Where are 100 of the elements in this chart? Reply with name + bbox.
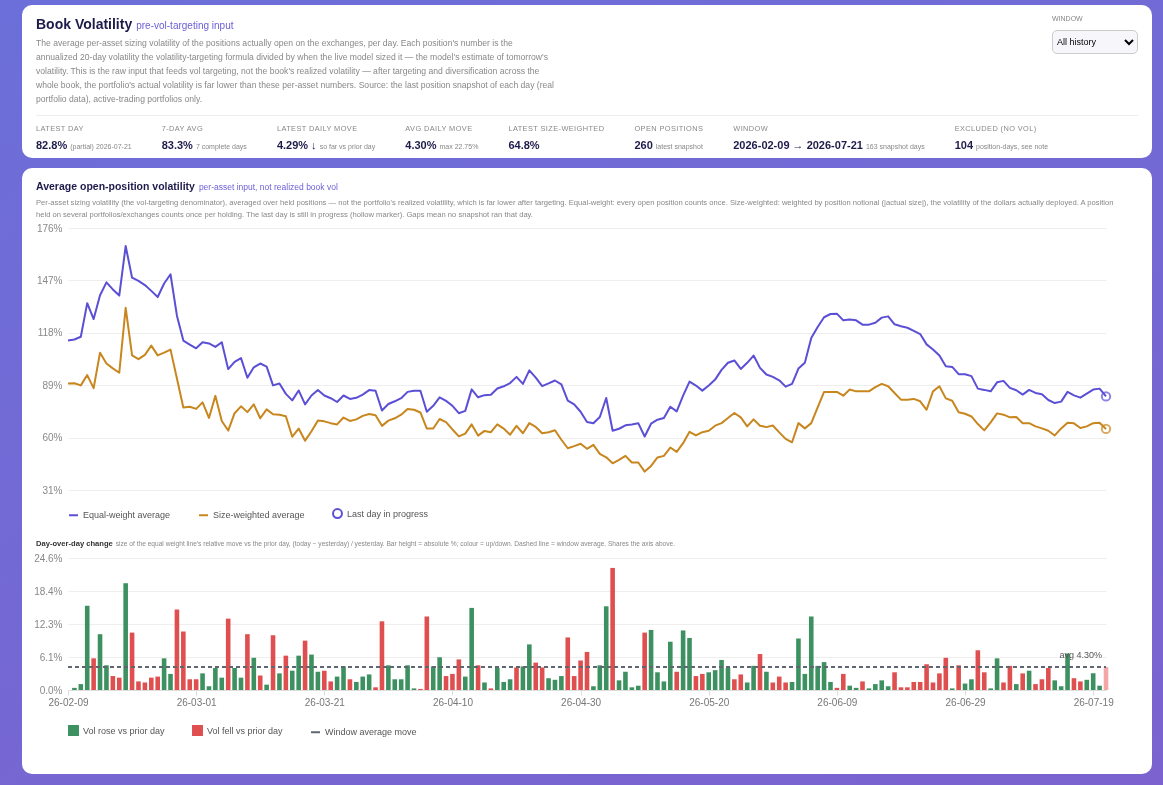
bar xyxy=(405,665,410,690)
bar xyxy=(193,679,199,690)
bar xyxy=(623,671,628,690)
bar xyxy=(930,682,936,690)
chart-title: Average open-position volatility xyxy=(36,180,195,192)
bar xyxy=(533,662,539,690)
bar xyxy=(232,668,237,690)
bar xyxy=(956,665,961,690)
bar xyxy=(257,675,263,690)
bar xyxy=(206,686,212,690)
bar xyxy=(373,687,378,690)
bar xyxy=(450,673,455,690)
bar xyxy=(770,682,776,690)
bar xyxy=(635,685,641,690)
x-tick-label: 26-04-10 xyxy=(432,696,474,708)
bar xyxy=(642,632,647,690)
bar xyxy=(1020,673,1025,690)
x-tick-label: 26-07-19 xyxy=(1073,696,1115,708)
window-dropdown: All history xyxy=(1052,30,1138,54)
bar xyxy=(841,673,846,690)
bar xyxy=(674,671,679,690)
legend-label: Vol fell vs prior day xyxy=(207,725,284,736)
text: 4.30% xyxy=(405,139,437,151)
bar xyxy=(616,680,622,690)
bar xyxy=(744,682,750,690)
text: pre-vol-targeting input xyxy=(136,20,234,31)
bar xyxy=(91,658,96,690)
bar xyxy=(828,681,833,690)
bar xyxy=(1014,684,1019,690)
y-tick-label: 0.0% xyxy=(39,684,63,696)
bar xyxy=(969,679,974,690)
bar xyxy=(898,687,904,690)
bar xyxy=(1039,679,1045,690)
bar xyxy=(629,687,635,690)
x-tick-label: 26-06-09 xyxy=(817,696,858,708)
bar xyxy=(514,667,519,690)
x-tick-label: 26-05-20 xyxy=(689,696,730,708)
legend-label: Last day in progress xyxy=(347,508,429,519)
bar xyxy=(398,679,404,690)
bar xyxy=(668,641,673,690)
bar xyxy=(559,676,564,690)
bar xyxy=(847,685,852,690)
text: The average per-asset sizing volatility of the positions actually open on the exchanges, per day. Each position's number is the annualized 20-day volatility the volatility-targeting formula divided by when the live model sized it — the model's estimate of tomorrow's volatility. This is the raw input that feeds vol targeting, not the book's realized volatility — after targeting and diversification across the whole book, the portfolio's actual volatility is far lower than these per-asset numbers. Source: the last position snapshot of each day (real portfolio data), active-trading portfolios only. xyxy=(36,37,556,106)
text: 2026-02-09 → 2026-07-21 xyxy=(733,139,863,151)
bar xyxy=(1001,682,1006,690)
y-tick-label: 60% xyxy=(42,432,63,444)
bar xyxy=(116,677,122,690)
bar xyxy=(1097,685,1102,690)
bar xyxy=(591,686,596,690)
bar xyxy=(565,637,571,690)
bar xyxy=(981,672,987,690)
text: 82.8% xyxy=(36,139,68,151)
bar xyxy=(142,682,148,690)
x-tick-label: 26-04-30 xyxy=(561,696,602,708)
text: 64.8% xyxy=(508,139,541,151)
bar xyxy=(527,644,532,690)
bar xyxy=(309,654,314,690)
bar xyxy=(937,673,942,690)
text: 83.3% xyxy=(161,139,193,151)
bar xyxy=(168,673,173,690)
bar xyxy=(1033,684,1038,690)
bar xyxy=(924,664,929,690)
bar xyxy=(482,682,487,690)
y-tick-label: 12.3% xyxy=(34,618,63,630)
legend-label: Equal-weight average xyxy=(83,510,171,521)
chart-subtitle: per-asset input, not realized book vol xyxy=(198,182,338,192)
y-tick-label: 6.1% xyxy=(39,651,63,663)
bar xyxy=(277,673,282,690)
bar xyxy=(860,681,865,690)
text: 260 xyxy=(634,139,653,151)
bar xyxy=(341,666,346,690)
y-tick-label: 24.6% xyxy=(34,552,63,564)
bar xyxy=(84,605,90,690)
bar xyxy=(751,665,756,690)
annotation: avg 4.30% xyxy=(1059,649,1102,660)
line-series xyxy=(67,306,1107,473)
bar xyxy=(661,681,667,690)
legend-label: Vol rose vs prior day xyxy=(83,725,166,736)
y-tick-label: 147% xyxy=(36,274,63,286)
bar xyxy=(892,672,897,690)
x-tick-label: 26-02-09 xyxy=(48,696,89,708)
bar xyxy=(264,684,269,690)
bar xyxy=(764,671,769,690)
bar xyxy=(655,672,660,690)
bar xyxy=(796,638,801,690)
bar xyxy=(104,665,109,690)
bar xyxy=(200,673,205,690)
bar xyxy=(507,679,513,690)
text: Book Volatility xyxy=(36,16,133,32)
bar xyxy=(245,634,250,690)
bar xyxy=(1058,686,1064,690)
bar xyxy=(347,679,353,690)
y-tick-label: 31% xyxy=(42,484,63,496)
x-tick-label: 26-06-29 xyxy=(945,696,986,708)
x-tick-label: 26-03-01 xyxy=(176,696,218,708)
bar xyxy=(1078,681,1083,690)
y-tick-label: 176% xyxy=(36,222,63,234)
y-tick-label: 18.4% xyxy=(34,585,63,597)
bar xyxy=(1052,680,1058,690)
bar xyxy=(1084,679,1090,690)
